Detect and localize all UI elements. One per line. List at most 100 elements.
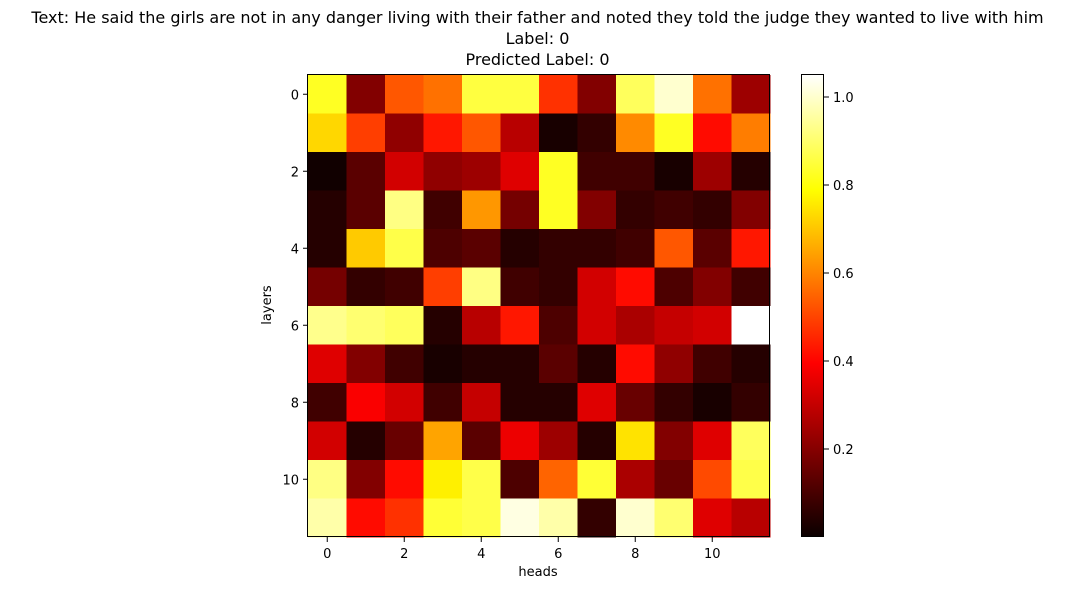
y-tick-label: 4 [291, 242, 299, 257]
heatmap-cell [577, 383, 617, 422]
heatmap-cell [539, 152, 578, 191]
y-tick-label: 2 [291, 165, 299, 180]
heatmap-cell [423, 152, 463, 191]
heatmap-cell [693, 383, 732, 422]
x-axis-ticks: 0 2 4 6 8 10 [323, 537, 721, 562]
heatmap-cell [385, 75, 424, 114]
colorbar-tick-label: 0.6 [833, 267, 854, 282]
heatmap-cell [462, 306, 501, 345]
heatmap-cell [346, 344, 386, 384]
x-tick-label: 4 [477, 547, 485, 562]
heatmap-cell [654, 306, 694, 345]
heatmap-cell [385, 190, 424, 230]
heatmap-cell [423, 75, 463, 114]
heatmap-cell [539, 498, 578, 538]
colorbar [801, 74, 824, 537]
heatmap-cell [654, 383, 694, 422]
heatmap-cell [693, 190, 732, 230]
heatmap-cell [346, 229, 386, 268]
heatmap-cell [654, 460, 694, 499]
heatmap-cell [308, 190, 347, 230]
heatmap-cell [577, 460, 617, 499]
heatmap-cell [423, 460, 463, 499]
heatmap-cell [346, 306, 386, 345]
y-tick-label: 8 [291, 396, 299, 411]
y-tick-label: 6 [291, 319, 299, 334]
heatmap-cell [539, 267, 578, 307]
heatmap-cell [577, 229, 617, 268]
heatmap-cell [346, 498, 386, 538]
heatmap-cell [500, 498, 540, 538]
heatmap-cell [577, 190, 617, 230]
heatmap-cell [462, 421, 501, 461]
heatmap-cell [308, 498, 347, 538]
heatmap-cell [539, 344, 578, 384]
heatmap-cell [654, 75, 694, 114]
heatmap-cell [731, 344, 771, 384]
heatmap-cell [654, 421, 694, 461]
heatmap-cell [693, 460, 732, 499]
heatmap-cell [385, 113, 424, 153]
heatmap-cell [462, 152, 501, 191]
heatmap-cells [308, 75, 771, 538]
heatmap-cell [731, 113, 771, 153]
heatmap-cell [462, 460, 501, 499]
heatmap-cell [385, 306, 424, 345]
y-axis-label: layers [260, 285, 275, 325]
heatmap-cell [577, 113, 617, 153]
heatmap-cell [731, 383, 771, 422]
heatmap-cell [385, 267, 424, 307]
colorbar-tick-label: 0.8 [833, 179, 854, 194]
heatmap-cell [308, 75, 347, 114]
heatmap-cell [308, 460, 347, 499]
heatmap-cell [693, 498, 732, 538]
heatmap-cell [500, 383, 540, 422]
heatmap-cell [462, 190, 501, 230]
heatmap-cell [462, 267, 501, 307]
heatmap-cell [539, 113, 578, 153]
heatmap-cell [423, 344, 463, 384]
heatmap-cell [654, 229, 694, 268]
chart-title-predicted-label: Predicted Label: 0 [465, 50, 610, 69]
heatmap-cell [731, 229, 771, 268]
heatmap-cell [577, 344, 617, 384]
heatmap-cell [616, 460, 655, 499]
heatmap-cell [500, 190, 540, 230]
heatmap-cell [462, 75, 501, 114]
x-tick-label: 8 [631, 547, 639, 562]
heatmap-cell [500, 267, 540, 307]
x-tick-label: 0 [323, 547, 331, 562]
colorbar-tick-label: 0.2 [833, 443, 854, 458]
heatmap-cell [616, 190, 655, 230]
heatmap-cell [308, 421, 347, 461]
heatmap-cell [346, 383, 386, 422]
heatmap-cell [423, 229, 463, 268]
heatmap-cell [616, 267, 655, 307]
heatmap-cell [539, 383, 578, 422]
heatmap-cell [385, 344, 424, 384]
heatmap-cell [346, 421, 386, 461]
heatmap-cell [616, 113, 655, 153]
heatmap-cell [500, 421, 540, 461]
heatmap-cell [693, 113, 732, 153]
y-tick-label: 10 [282, 473, 299, 488]
heatmap-cell [539, 460, 578, 499]
x-tick-label: 2 [400, 547, 408, 562]
heatmap-cell [731, 498, 771, 538]
heatmap-cell [308, 113, 347, 153]
heatmap-cell [693, 152, 732, 191]
heatmap-cell [385, 383, 424, 422]
heatmap-cell [693, 306, 732, 345]
heatmap-cell [693, 267, 732, 307]
heatmap-cell [423, 267, 463, 307]
heatmap-cell [654, 267, 694, 307]
heatmap-cell [731, 267, 771, 307]
heatmap-cell [539, 75, 578, 114]
heatmap-cell [731, 75, 771, 114]
colorbar-ticks: 0.2 0.4 0.6 0.8 1.0 [824, 91, 854, 458]
heatmap-cell [654, 344, 694, 384]
heatmap-cell [385, 421, 424, 461]
x-tick-label: 6 [554, 547, 562, 562]
colorbar-tick-label: 0.4 [833, 355, 854, 370]
heatmap-cell [346, 267, 386, 307]
